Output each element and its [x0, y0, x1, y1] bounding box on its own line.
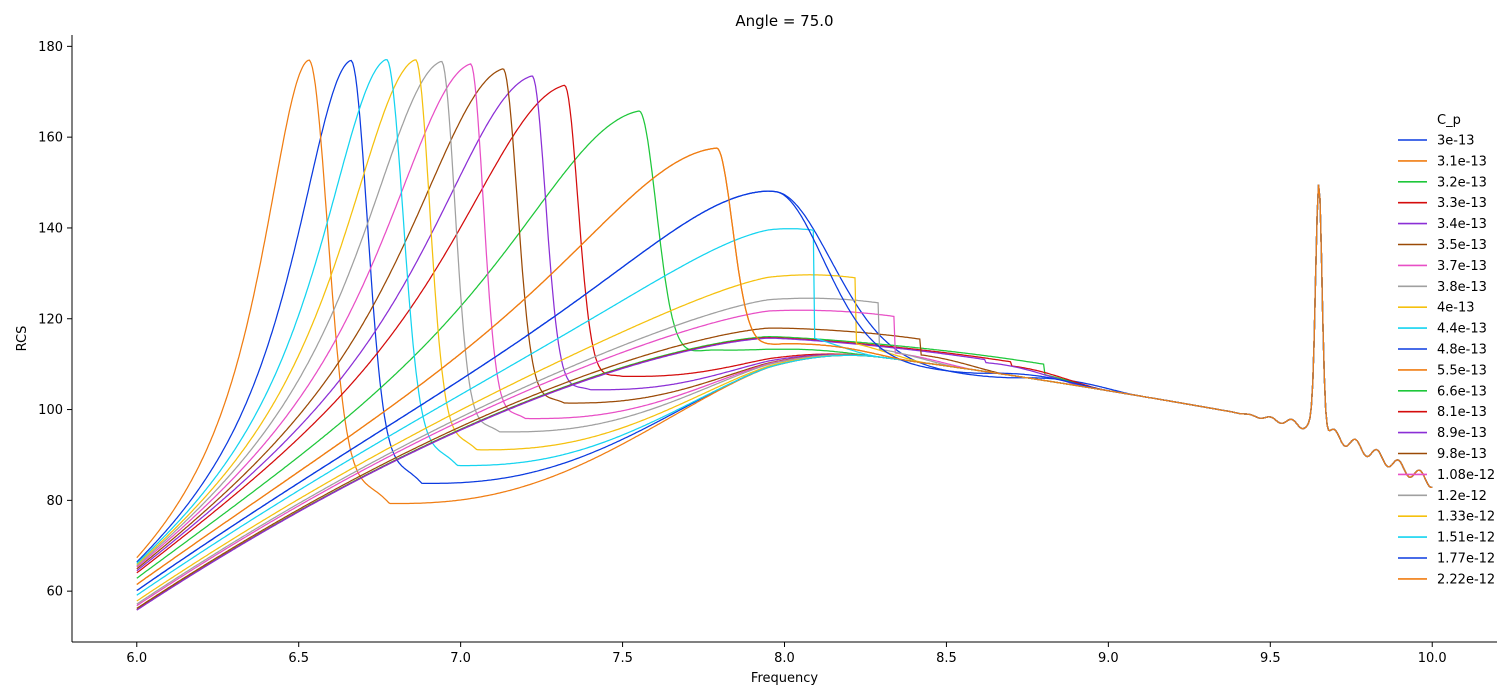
legend-entry-label: 9.8e-13	[1437, 447, 1487, 462]
legend-entry-label: 5.5e-13	[1437, 363, 1487, 378]
plot-area: 6.0 6.5 7.0 7.5 8.0 8.5 9.0 9.5 10.0 60 80 100 120 1…	[38, 35, 1497, 666]
y-axis-label: RCS	[15, 326, 30, 352]
legend-entry-label: 3.3e-13	[1437, 196, 1487, 211]
legend-entry-label: 3.4e-13	[1437, 217, 1487, 232]
x-tick-label: 6.0	[126, 651, 147, 666]
legend-title: C_p	[1437, 113, 1461, 128]
legend-entry-label: 8.9e-13	[1437, 426, 1487, 441]
legend-entry-label: 8.1e-13	[1437, 405, 1487, 420]
legend-entry-label: 2.22e-12	[1437, 572, 1495, 587]
x-axis-ticks: 6.0 6.5 7.0 7.5 8.0 8.5 9.0 9.5 10.0	[126, 642, 1447, 666]
legend-entry-label: 4.8e-13	[1437, 343, 1487, 358]
series-lines	[136, 58, 1433, 611]
legend-entry-label: 1.2e-12	[1437, 489, 1487, 504]
legend-entry-label: 3.1e-13	[1437, 154, 1487, 169]
legend-entry-label: 4e-13	[1437, 301, 1475, 316]
x-tick-label: 8.0	[774, 651, 795, 666]
legend-items: 3e-13 3.1e-13 3.2e-13 3.3e-13 3.4e-13 3.5e-13…	[1398, 134, 1495, 587]
legend-entry-label: 3.8e-13	[1437, 280, 1487, 295]
legend-entry-label: 1.08e-12	[1437, 468, 1495, 483]
legend: C_p 3e-13 3.1e-13 3.2e-13 3.3e-13 3.4e-13 3.5…	[1398, 113, 1495, 587]
legend-entry-label: 4.4e-13	[1437, 322, 1487, 337]
legend-entry-label: 3e-13	[1437, 134, 1475, 149]
legend-entry-label: 1.33e-12	[1437, 510, 1495, 525]
y-tick-label: 140	[38, 221, 63, 236]
x-tick-label: 9.0	[1098, 651, 1119, 666]
legend-entry-label: 3.2e-13	[1437, 175, 1487, 190]
x-tick-label: 7.0	[450, 651, 471, 666]
y-tick-label: 60	[46, 585, 63, 600]
x-tick-label: 10.0	[1418, 651, 1447, 666]
x-tick-label: 8.5	[936, 651, 957, 666]
x-tick-label: 6.5	[288, 651, 309, 666]
series-line-21	[136, 147, 1433, 586]
legend-entry-label: 1.77e-12	[1437, 552, 1495, 567]
y-tick-label: 180	[38, 40, 63, 55]
legend-entry-label: 1.51e-12	[1437, 531, 1495, 546]
y-tick-label: 80	[46, 494, 63, 509]
y-axis-ticks: 60 80 100 120 140 160 180	[38, 40, 72, 600]
chart-title: Angle = 75.0	[735, 12, 833, 30]
x-tick-label: 7.5	[612, 651, 633, 666]
x-tick-label: 9.5	[1260, 651, 1281, 666]
legend-entry-label: 6.6e-13	[1437, 384, 1487, 399]
y-tick-label: 100	[38, 403, 63, 418]
legend-entry-label: 3.5e-13	[1437, 238, 1487, 253]
y-tick-label: 120	[38, 312, 63, 327]
legend-entry-label: 3.7e-13	[1437, 259, 1487, 274]
x-axis-label: Frequency	[751, 671, 818, 686]
y-tick-label: 160	[38, 131, 63, 146]
